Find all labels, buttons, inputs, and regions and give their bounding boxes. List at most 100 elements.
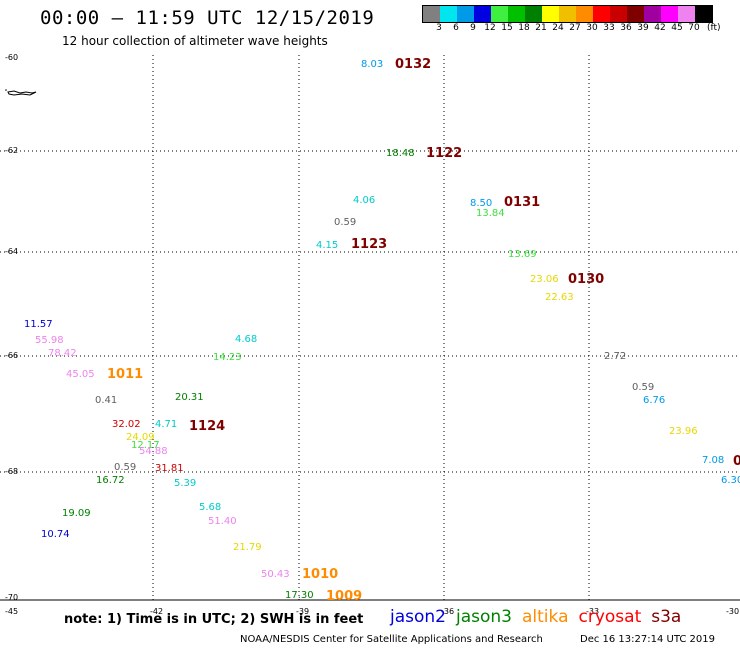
legend-swatch — [423, 6, 440, 22]
wave-height-label: 2.72 — [604, 351, 626, 362]
legend-swatch-label: 15 — [501, 23, 513, 33]
pass-time-label: 0132 — [395, 57, 431, 72]
wave-height-label: 4.15 — [316, 240, 338, 251]
wave-height-label: 14.23 — [213, 352, 242, 363]
legend-swatch-label: 27 — [569, 23, 581, 33]
wave-height-label: 51.40 — [208, 516, 237, 527]
legend-swatch-label: 12 — [484, 23, 496, 33]
latitude-tick-label: -70 — [5, 593, 18, 602]
wave-height-label: 17.30 — [285, 590, 314, 601]
pass-time-label: 1010 — [302, 567, 338, 582]
wave-height-label: 4.68 — [235, 334, 257, 345]
satellite-name: jason3 — [456, 607, 512, 627]
legend-swatch-label: 21 — [535, 23, 547, 33]
longitude-tick-label: -39 — [296, 607, 309, 616]
legend-swatch — [695, 6, 712, 22]
wave-height-color-legend — [422, 5, 713, 23]
satellite-name: altika — [522, 607, 569, 627]
legend-swatch — [576, 6, 593, 22]
pass-time-label: 0 — [733, 454, 740, 469]
footnote: note: 1) Time is in UTC; 2) SWH is in fe… — [64, 612, 364, 627]
pass-time-label: 0130 — [568, 272, 604, 287]
legend-swatch — [508, 6, 525, 22]
wave-height-label: 23.06 — [530, 274, 559, 285]
legend-swatch-label: 45 — [671, 23, 683, 33]
satellite-pass-times: 0132 1122 0131 1123 0130 1011 1124 1010 1009 0 — [107, 57, 740, 604]
legend-swatch-label: 30 — [586, 23, 598, 33]
wave-height-label: 10.74 — [41, 529, 70, 540]
legend-swatch-label: 9 — [470, 23, 476, 33]
legend-swatch — [491, 6, 508, 22]
wave-height-label: 55.98 — [35, 335, 64, 346]
wave-height-label: 54.88 — [139, 446, 168, 457]
longitude-tick-label: -33 — [586, 607, 599, 616]
legend-swatch-label: 6 — [453, 23, 459, 33]
legend-swatch — [627, 6, 644, 22]
longitude-tick-label: -36 — [441, 607, 454, 616]
legend-swatch — [440, 6, 457, 22]
pass-time-label: 1011 — [107, 367, 143, 382]
legend-swatch — [644, 6, 661, 22]
axis-tick-labels: -45 -42 -39 -36 -33 -30 -60 -62 -64 -66 -68 -70 — [5, 53, 739, 616]
satellite-name: cryosat — [578, 607, 642, 627]
wave-height-label: 5.68 — [199, 502, 221, 513]
wave-height-label: 20.31 — [175, 392, 204, 403]
wave-height-label: 8.03 — [361, 59, 383, 70]
wave-height-label: 4.06 — [353, 195, 375, 206]
wave-height-label: 8.50 — [470, 198, 492, 209]
map-subtitle: 12 hour collection of altimeter wave hei… — [62, 34, 328, 48]
pass-time-label: 1009 — [326, 589, 362, 604]
wave-height-label: 31.81 — [155, 463, 184, 474]
legend-swatch — [593, 6, 610, 22]
generated-timestamp: Dec 16 13:27:14 UTC 2019 — [580, 634, 715, 645]
wave-height-label: 13.69 — [508, 249, 537, 260]
legend-tick-labels: 3 6 9 12 15 18 21 24 27 30 33 36 39 42 45 70 — [422, 23, 740, 35]
legend-unit-label: (ft) — [707, 23, 721, 33]
legend-swatch — [474, 6, 491, 22]
legend-swatch — [559, 6, 576, 22]
legend-swatch — [542, 6, 559, 22]
legend-swatch — [610, 6, 627, 22]
island-outline — [5, 89, 37, 96]
legend-swatch-label: 24 — [552, 23, 564, 33]
wave-height-label: 7.08 — [702, 455, 724, 466]
wave-height-label: 22.63 — [545, 292, 574, 303]
longitude-tick-label: -30 — [726, 607, 739, 616]
wave-height-label: 23.96 — [669, 426, 698, 437]
wave-height-label: 45.05 — [66, 369, 95, 380]
pass-time-label: 0131 — [504, 195, 540, 210]
wave-height-label: 16.72 — [96, 475, 125, 486]
wave-height-label: 6.76 — [643, 395, 665, 406]
latitude-tick-label: -66 — [5, 351, 18, 360]
wave-height-label: 24.09 — [126, 432, 155, 443]
pass-time-label: 1124 — [189, 419, 225, 434]
wave-height-label: 0.59 — [334, 217, 356, 228]
longitude-tick-label: -42 — [150, 607, 163, 616]
legend-swatch-label: 3 — [436, 23, 442, 33]
satellite-legend: jason2 jason3 altika cryosat s3a — [390, 607, 691, 627]
wave-height-label: 11.57 — [24, 319, 53, 330]
latitude-tick-label: -62 — [5, 146, 18, 155]
wave-height-label: 32.02 — [112, 419, 141, 430]
wave-height-label: 19.09 — [62, 508, 91, 519]
map-title: 00:00 — 11:59 UTC 12/15/2019 — [40, 7, 375, 29]
latitude-tick-label: -68 — [5, 467, 18, 476]
longitude-tick-label: -45 — [5, 607, 18, 616]
satellite-name: s3a — [651, 607, 682, 627]
satellite-name: jason2 — [390, 607, 446, 627]
wave-height-label: 12.17 — [131, 440, 160, 451]
credit-line: NOAA/NESDIS Center for Satellite Applica… — [240, 634, 543, 645]
wave-height-label: 0.59 — [632, 382, 654, 393]
wave-height-label: 4.71 — [155, 419, 177, 430]
legend-swatch-label: 18 — [518, 23, 530, 33]
legend-swatch-label: 36 — [620, 23, 632, 33]
legend-swatch-label: 33 — [603, 23, 615, 33]
legend-swatch — [661, 6, 678, 22]
pass-time-label: 1122 — [426, 146, 462, 161]
lat-lon-grid — [0, 55, 740, 601]
legend-swatch-label: 42 — [654, 23, 666, 33]
wave-height-label: 18.48 — [386, 148, 415, 159]
pass-time-label: 1123 — [351, 237, 387, 252]
